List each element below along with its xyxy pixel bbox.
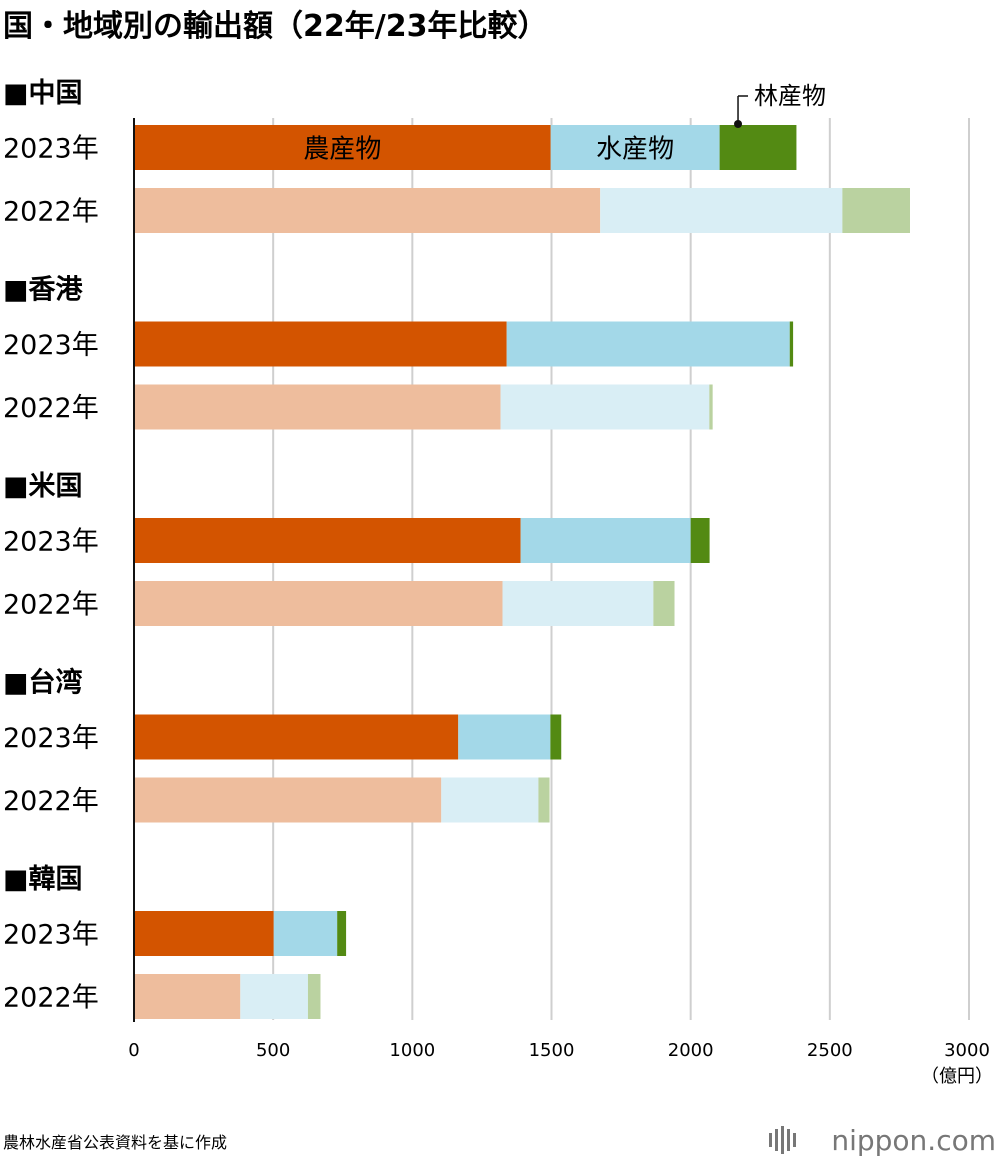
segment-label-agriculture: 農産物 (303, 135, 381, 165)
bar-fishery (441, 777, 539, 823)
segment-label-forestry: 林産物 (754, 82, 826, 110)
bars (134, 125, 910, 1019)
bar-forestry (842, 188, 910, 233)
forest-annotation: 林産物 (734, 82, 826, 128)
year-label: 2023年 (3, 920, 99, 951)
bar-agriculture (134, 714, 459, 760)
bar-agriculture (134, 518, 521, 563)
gridlines (272, 118, 970, 1020)
year-label: 2023年 (3, 134, 99, 165)
x-tick-label-500: 500 (256, 1040, 290, 1061)
bar-fishery (500, 384, 710, 430)
bar-forestry (789, 321, 794, 367)
source-note: 農林水産省公表資料を基に作成 (3, 1133, 227, 1152)
x-tick-label-2500: 2500 (807, 1040, 853, 1061)
year-label: 2022年 (3, 786, 99, 817)
chart-title: 国・地域別の輸出額（22年/23年比較） (3, 9, 547, 44)
segment-labels: 農産物 水産物 林産物 (303, 82, 826, 165)
brand-name: nippon.com (831, 1124, 996, 1157)
bar-forestry (337, 911, 347, 956)
group-label: ■香港 (3, 275, 84, 306)
year-label: 2022年 (3, 393, 99, 424)
bar-fishery (550, 125, 720, 170)
bar-agriculture (134, 125, 551, 170)
x-tick-label-3000: 3000 (944, 1040, 990, 1061)
year-label: 2023年 (3, 723, 99, 754)
bar-fishery (458, 714, 551, 760)
bar-forestry (550, 714, 562, 760)
bar-forestry (719, 125, 797, 170)
bar-fishery (520, 518, 691, 563)
x-tick-label-1500: 1500 (529, 1040, 575, 1061)
year-label: 2022年 (3, 590, 99, 621)
bar-agriculture (134, 911, 274, 956)
x-axis: 0 500 1000 1500 2000 2500 3000 (128, 118, 990, 1061)
bar-fishery (506, 321, 790, 367)
year-label: 2023年 (3, 527, 99, 558)
year-label: 2022年 (3, 197, 99, 228)
bar-agriculture (134, 777, 442, 823)
year-label: 2023年 (3, 330, 99, 361)
bar-forestry (538, 777, 550, 823)
x-tick-label-0: 0 (128, 1040, 139, 1061)
brand-logo: nippon.com (769, 1124, 996, 1157)
bar-forestry (653, 581, 675, 626)
bar-agriculture (134, 384, 501, 430)
labels: ■中国 2023年 2022年 ■香港 2023年 2022年 ■米国 2023年 2022年 ■… (3, 78, 99, 1014)
year-label: 2022年 (3, 983, 99, 1014)
group-label: ■米国 (3, 471, 83, 502)
bar-forestry (307, 974, 321, 1019)
x-tick-label-1000: 1000 (389, 1040, 435, 1061)
bar-agriculture (134, 321, 507, 367)
bar-fishery (600, 188, 843, 233)
bar-agriculture (134, 188, 601, 233)
group-label: ■韓国 (3, 864, 83, 895)
bar-fishery (240, 974, 308, 1019)
bar-agriculture (134, 974, 241, 1019)
x-tick-label-2000: 2000 (668, 1040, 714, 1061)
segment-label-fishery: 水産物 (596, 135, 674, 165)
bar-agriculture (134, 581, 503, 626)
axis-unit: （億円） (921, 1066, 993, 1087)
group-label: ■中国 (3, 78, 83, 109)
bar-fishery (502, 581, 654, 626)
bar-fishery (273, 911, 338, 956)
group-label: ■台湾 (3, 667, 83, 699)
bar-forestry (690, 518, 710, 563)
bar-forestry (709, 384, 713, 430)
